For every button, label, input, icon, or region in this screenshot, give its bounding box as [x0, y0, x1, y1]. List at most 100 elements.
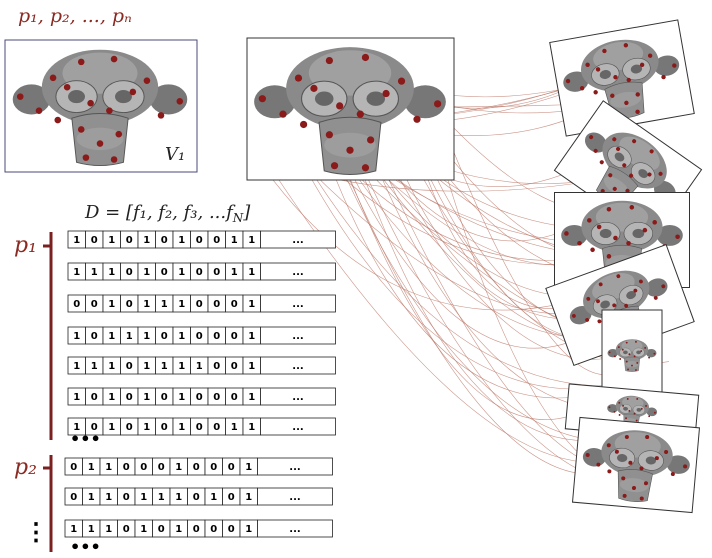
cell: 1 [143, 267, 150, 278]
cell: 1 [175, 492, 182, 503]
cell: 0 [91, 299, 98, 310]
cell: 1 [88, 462, 95, 473]
cell: 1 [175, 462, 182, 473]
cell: 1 [73, 267, 80, 278]
cell: 1 [105, 462, 112, 473]
view [573, 417, 700, 512]
cell: 0 [231, 331, 238, 342]
cell: 0 [161, 422, 168, 433]
more-rows: ••• [70, 429, 101, 448]
cell: 0 [126, 392, 133, 403]
cell: 1 [108, 331, 115, 342]
cell: ... [292, 331, 303, 342]
cell: 0 [123, 462, 130, 473]
cell: 1 [161, 361, 168, 372]
cell: 1 [88, 492, 95, 503]
cell: 1 [126, 331, 133, 342]
more-groups: ⋮ [24, 517, 48, 546]
cell: 1 [178, 331, 185, 342]
cell: 1 [143, 299, 150, 310]
cell: 1 [178, 235, 185, 246]
cell: 1 [91, 361, 98, 372]
cell: ... [289, 524, 300, 535]
cell: 1 [248, 235, 255, 246]
cell: 0 [193, 524, 200, 535]
cell: 1 [178, 392, 185, 403]
cell: 1 [143, 331, 150, 342]
cell: 0 [161, 235, 168, 246]
cell: 0 [213, 299, 220, 310]
cell: 0 [196, 392, 203, 403]
cell: 1 [108, 267, 115, 278]
cell: 1 [231, 267, 238, 278]
cell: 0 [228, 462, 235, 473]
view-label: V₁ [165, 144, 185, 165]
rotated-views [546, 20, 702, 513]
cell: 1 [140, 524, 147, 535]
cell: 1 [245, 524, 252, 535]
cell: 1 [178, 361, 185, 372]
cell: ... [292, 361, 303, 372]
cell: 1 [108, 361, 115, 372]
figure: p₁, p₂, ..., pₙ V₁ D = [f₁, f₂, f₃, ...f… [0, 0, 712, 558]
cell: 1 [210, 492, 217, 503]
cell: 1 [178, 422, 185, 433]
cell: 0 [161, 392, 168, 403]
cell: 1 [105, 524, 112, 535]
cell: 0 [213, 422, 220, 433]
cell: 0 [140, 462, 147, 473]
cell: 1 [73, 361, 80, 372]
cell: 1 [248, 422, 255, 433]
cell: 0 [70, 492, 77, 503]
cell: 1 [105, 492, 112, 503]
cell: ... [292, 235, 303, 246]
cell: 0 [196, 331, 203, 342]
cell: 1 [248, 331, 255, 342]
cell: 0 [210, 524, 217, 535]
cell: 0 [158, 462, 165, 473]
cell: 0 [123, 524, 130, 535]
cell: 0 [91, 331, 98, 342]
cell: 0 [228, 492, 235, 503]
cell: 1 [245, 462, 252, 473]
cell: 0 [70, 462, 77, 473]
cell: 0 [213, 392, 220, 403]
group-label: p₁ [14, 233, 37, 258]
cell: 0 [213, 361, 220, 372]
cell: 1 [140, 492, 147, 503]
cell: 1 [248, 299, 255, 310]
cell: ... [289, 492, 300, 503]
cell: 1 [161, 299, 168, 310]
cell: 0 [196, 422, 203, 433]
cell: 0 [91, 235, 98, 246]
cell: ... [292, 392, 303, 403]
cell: ... [292, 267, 303, 278]
view [602, 310, 662, 400]
cell: 0 [123, 492, 130, 503]
cell: 0 [158, 524, 165, 535]
cell: 0 [231, 392, 238, 403]
cell: 0 [228, 524, 235, 535]
cell: 1 [108, 422, 115, 433]
cell: 0 [196, 267, 203, 278]
cell: 1 [70, 524, 77, 535]
cell: 1 [248, 361, 255, 372]
cell: 0 [213, 235, 220, 246]
cell: 0 [126, 299, 133, 310]
cell: ... [292, 422, 303, 433]
cell: 1 [143, 422, 150, 433]
group-label: p₂ [14, 455, 37, 480]
cell: 0 [210, 462, 217, 473]
cell: 0 [193, 462, 200, 473]
points-label: p₁, p₂, ..., pₙ [18, 5, 132, 27]
cell: 1 [73, 331, 80, 342]
cell: ... [292, 299, 303, 310]
cell: 0 [231, 361, 238, 372]
cell: 1 [175, 524, 182, 535]
cell: 1 [143, 235, 150, 246]
cell: 1 [108, 392, 115, 403]
cell: 1 [231, 235, 238, 246]
cell: 0 [196, 235, 203, 246]
more-rows: ••• [70, 537, 101, 556]
